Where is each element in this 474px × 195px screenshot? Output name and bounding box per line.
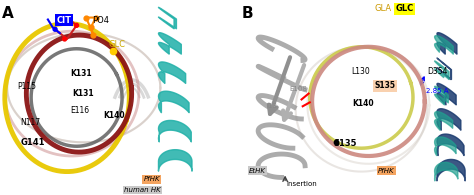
Text: E116: E116 — [71, 106, 90, 115]
Text: L130: L130 — [351, 67, 370, 76]
Text: 2.85 A: 2.85 A — [426, 88, 448, 94]
Text: PfHK: PfHK — [144, 176, 160, 182]
Point — [332, 141, 339, 144]
Text: K131: K131 — [72, 89, 93, 98]
Point — [90, 34, 97, 37]
Point — [109, 49, 116, 52]
Text: insertion: insertion — [286, 181, 317, 187]
Text: I13: I13 — [266, 103, 277, 109]
Text: GLC: GLC — [109, 40, 126, 49]
Text: S135: S135 — [333, 139, 357, 148]
Point — [61, 37, 68, 41]
Text: GLC: GLC — [395, 4, 414, 13]
Text: B: B — [242, 6, 253, 21]
Text: K140: K140 — [103, 111, 125, 120]
Text: P115: P115 — [17, 82, 36, 91]
Text: CIT: CIT — [56, 16, 71, 25]
Text: K140: K140 — [352, 99, 374, 108]
Text: G141: G141 — [20, 138, 45, 147]
Point — [82, 16, 90, 19]
Text: human HK: human HK — [125, 187, 161, 193]
Text: K131: K131 — [71, 69, 92, 78]
Text: A: A — [2, 6, 14, 21]
Text: S135: S135 — [374, 81, 395, 90]
Point — [51, 28, 59, 31]
Text: N117: N117 — [20, 118, 40, 127]
Text: E108: E108 — [290, 86, 308, 92]
Text: PfHK: PfHK — [378, 168, 394, 174]
Text: GLA: GLA — [374, 4, 392, 13]
Text: PO4: PO4 — [92, 16, 109, 25]
Text: EtHK: EtHK — [249, 168, 266, 174]
Point — [92, 16, 100, 19]
Text: D354: D354 — [427, 67, 447, 76]
Point — [73, 24, 81, 27]
Point — [87, 26, 95, 29]
